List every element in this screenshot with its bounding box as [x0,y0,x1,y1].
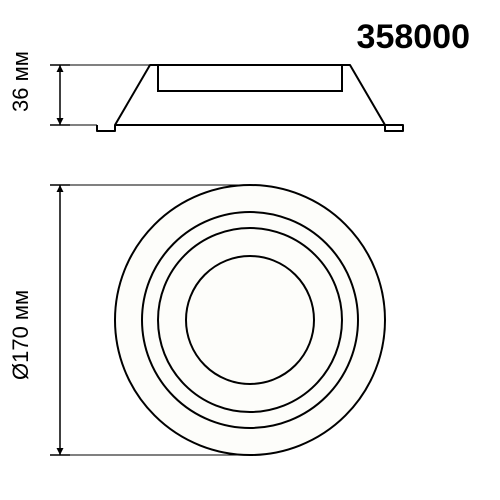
diagram-container: 358000 36 мм Ø170 мм [0,0,500,500]
diameter-dimension-label: Ø170 мм [8,290,34,380]
technical-drawing [0,0,500,500]
product-code: 358000 [357,18,470,57]
height-dimension-label: 36 мм [8,51,34,112]
